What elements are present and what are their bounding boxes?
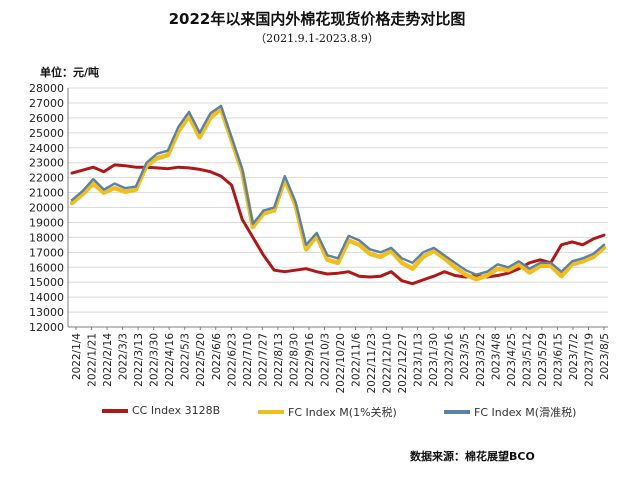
y-tick-label: 22000 bbox=[29, 172, 64, 185]
y-tick-label: 28000 bbox=[29, 82, 64, 95]
x-tick-label: 2022/6/6 bbox=[211, 333, 223, 380]
legend-swatch-fc1 bbox=[258, 410, 284, 414]
x-tick-label: 2022/12/10 bbox=[382, 333, 394, 394]
x-tick-label: 2022/1/4 bbox=[71, 333, 83, 380]
chart-subtitle: （2021.9.1-2023.8.9） bbox=[255, 32, 379, 45]
x-tick-label: 2022/4/16 bbox=[164, 333, 176, 387]
legend-item-cc: CC Index 3128B bbox=[102, 404, 220, 417]
y-tick-label: 17000 bbox=[29, 246, 64, 259]
y-tick-label: 23000 bbox=[29, 157, 64, 170]
x-tick-label: 2023/3/5 bbox=[459, 333, 471, 380]
legend-swatch-fcs bbox=[444, 410, 470, 414]
y-tick-label: 12000 bbox=[29, 321, 64, 334]
x-tick-label: 2023/1/13 bbox=[413, 333, 425, 387]
x-tick-label: 2022/7/10 bbox=[242, 333, 254, 387]
y-tick-label: 16000 bbox=[29, 261, 64, 274]
y-tick-label: 26000 bbox=[29, 112, 64, 125]
data-source: 数据来源：棉花展望BCO bbox=[410, 450, 535, 463]
x-tick-label: 2023/6/15 bbox=[552, 333, 564, 387]
x-tick-label: 2023/7/19 bbox=[583, 333, 595, 387]
y-tick-label: 18000 bbox=[29, 231, 64, 244]
x-tick-label: 2022/8/30 bbox=[288, 333, 300, 387]
x-tick-label: 2023/4/25 bbox=[506, 333, 518, 387]
y-tick-label: 20000 bbox=[29, 202, 64, 215]
unit-label: 单位：元/吨 bbox=[40, 66, 100, 79]
y-tick-label: 27000 bbox=[29, 97, 64, 110]
x-tick-label: 2022/10/3 bbox=[319, 333, 331, 387]
x-tick-label: 2022/2/14 bbox=[102, 333, 114, 387]
y-tick-label: 25000 bbox=[29, 127, 64, 140]
x-tick-label: 2023/3/22 bbox=[475, 333, 487, 387]
legend-item-fcs: FC Index M(滑准税) bbox=[444, 404, 576, 420]
legend-label-fc1: FC Index M(1%关税) bbox=[288, 406, 397, 419]
legend-swatch-cc bbox=[102, 408, 128, 413]
x-tick-label: 2022/11/23 bbox=[366, 333, 378, 394]
x-tick-label: 2022/8/13 bbox=[273, 333, 285, 387]
x-tick-label: 2022/6/23 bbox=[226, 333, 238, 387]
x-tick-label: 2023/4/8 bbox=[490, 333, 502, 380]
y-tick-label: 21000 bbox=[29, 187, 64, 200]
x-tick-label: 2022/10/20 bbox=[335, 333, 347, 394]
x-tick-label: 2022/5/3 bbox=[180, 333, 192, 380]
x-tick-label: 2023/2/16 bbox=[444, 333, 456, 387]
series-line-fcs bbox=[70, 104, 606, 276]
x-tick-label: 2022/3/30 bbox=[149, 333, 161, 387]
x-tick-label: 2022/3/3 bbox=[118, 333, 130, 380]
x-tick-label: 2023/7/2 bbox=[568, 333, 580, 380]
x-tick-label: 2022/7/27 bbox=[257, 333, 269, 387]
x-tick-label: 2023/5/12 bbox=[521, 333, 533, 387]
legend-item-fc1: FC Index M(1%关税) bbox=[258, 404, 397, 420]
y-tick-label: 15000 bbox=[29, 276, 64, 289]
x-tick-label: 2023/5/29 bbox=[537, 333, 549, 387]
y-tick-label: 13000 bbox=[29, 306, 64, 319]
x-tick-label: 2022/5/20 bbox=[195, 333, 207, 387]
y-tick-label: 19000 bbox=[29, 216, 64, 229]
x-tick-label: 2022/12/27 bbox=[397, 333, 409, 394]
series-line-cc bbox=[70, 163, 606, 286]
x-tick-label: 2022/11/6 bbox=[351, 333, 363, 387]
chart-title: 2022年以来国内外棉花现货价格走势对比图 bbox=[168, 10, 466, 28]
x-tick-label: 2022/3/13 bbox=[133, 333, 145, 387]
legend-label-cc: CC Index 3128B bbox=[132, 404, 221, 417]
y-tick-label: 14000 bbox=[29, 291, 64, 304]
legend-label-fcs: FC Index M(滑准税) bbox=[474, 406, 577, 419]
x-tick-label: 2022/1/21 bbox=[87, 333, 99, 387]
x-tick-label: 2023/8/5 bbox=[599, 333, 611, 380]
x-tick-label: 2023/1/30 bbox=[428, 333, 440, 387]
x-tick-label: 2022/9/16 bbox=[304, 333, 316, 387]
series-line-fc1 bbox=[69, 106, 607, 282]
y-tick-label: 24000 bbox=[29, 142, 64, 155]
